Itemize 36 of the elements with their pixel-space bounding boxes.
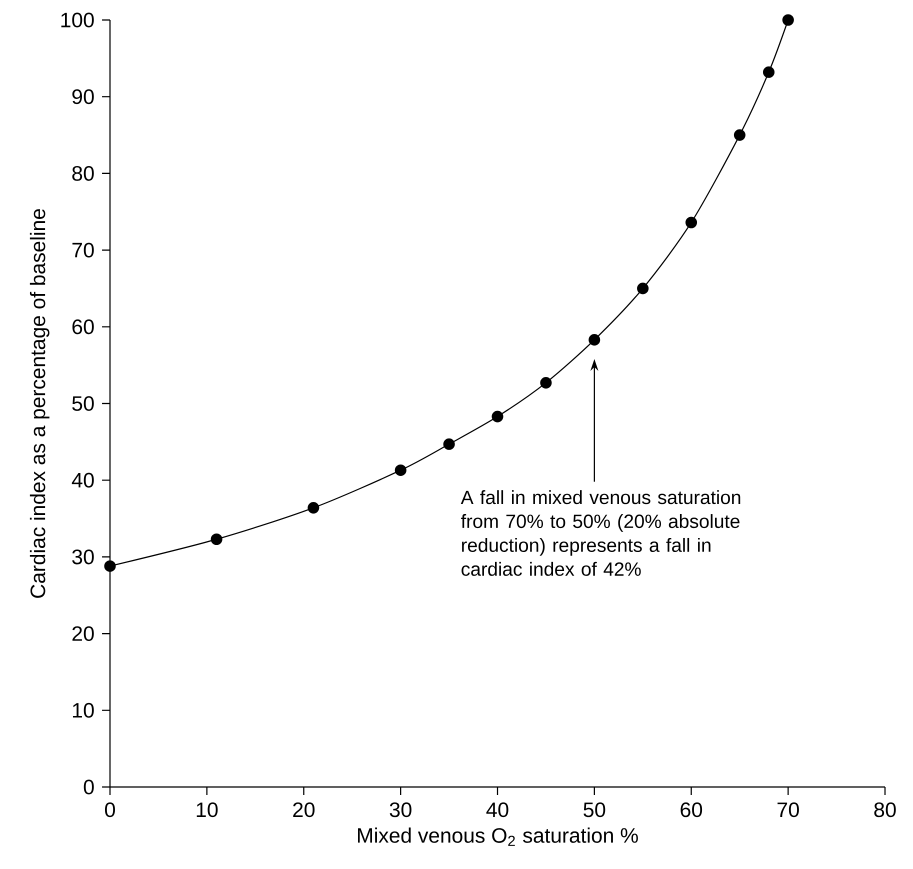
y-tick-label: 60 bbox=[72, 319, 94, 334]
y-tick-label: 50 bbox=[72, 396, 94, 411]
x-tick-label: 40 bbox=[486, 802, 508, 818]
y-tick-label: 90 bbox=[72, 89, 94, 104]
x-tick-label: 80 bbox=[874, 802, 896, 818]
y-tick-label: 10 bbox=[72, 702, 94, 718]
point bbox=[685, 216, 698, 228]
y-tick-label: 0 bbox=[84, 780, 94, 794]
point bbox=[104, 560, 116, 572]
y-axis-title: Cardiac index as a percentage of baseline bbox=[30, 209, 50, 598]
x-tick-label: 70 bbox=[778, 802, 799, 818]
point bbox=[762, 66, 775, 78]
y-tick-label: 40 bbox=[72, 472, 94, 488]
x-tick-label: 10 bbox=[196, 802, 218, 818]
y-tick-label: 80 bbox=[72, 166, 94, 181]
point bbox=[734, 129, 746, 141]
point bbox=[492, 410, 504, 422]
point bbox=[782, 14, 794, 26]
point bbox=[394, 464, 406, 476]
x-tick-label: 20 bbox=[293, 802, 315, 818]
point bbox=[540, 377, 552, 389]
y-tick-label: 20 bbox=[72, 626, 94, 642]
x-axis-title: Mixed venous O$_{2}$ saturation % bbox=[358, 828, 638, 846]
point bbox=[308, 502, 320, 514]
point bbox=[443, 438, 455, 450]
point bbox=[588, 334, 600, 346]
annotation: A fall in mixed venous saturation from 70% to 50% (20% absolute reduction) represents a fall in cardiac index of 42% bbox=[460, 490, 740, 576]
x-tick-label: 60 bbox=[680, 802, 702, 818]
y-tick-label: 30 bbox=[72, 550, 94, 564]
x-tick-label: 50 bbox=[584, 802, 606, 818]
point bbox=[637, 282, 649, 294]
point bbox=[210, 533, 222, 546]
x-tick-label: 0 bbox=[104, 802, 115, 818]
y-tick-label: 100 bbox=[61, 12, 94, 28]
y-tick-label: 70 bbox=[72, 242, 94, 258]
x-tick-label: 30 bbox=[390, 802, 412, 818]
